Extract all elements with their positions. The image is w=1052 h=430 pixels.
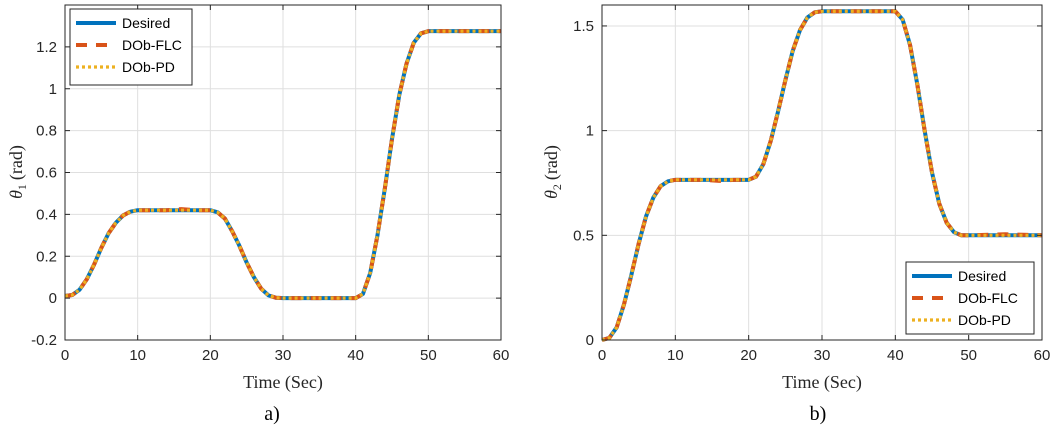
x-ticks: 0 10 20 30 40 50 60 <box>61 5 510 364</box>
y-tick-label: 1.2 <box>36 39 57 56</box>
legend-label: DOb-PD <box>122 59 175 75</box>
y-axis-label: θ1 (rad) <box>6 145 29 199</box>
panel-caption: b) <box>810 403 827 425</box>
y-tick-label: 1 <box>586 123 594 140</box>
x-tick-label: 60 <box>493 347 510 364</box>
x-tick-label: 20 <box>202 347 219 364</box>
x-tick-label: 40 <box>347 347 364 364</box>
y-tick-label: 0.2 <box>36 248 57 265</box>
y-tick-label: 1 <box>49 81 57 98</box>
y-axis-label: θ2 (rad) <box>541 145 564 199</box>
y-tick-label: 1.5 <box>573 18 594 35</box>
chart-panel-a: 0 10 20 30 40 50 60 -0.200.20.40.60.811.2 Time… <box>6 4 510 425</box>
x-tick-label: 20 <box>740 347 757 364</box>
x-tick-label: 50 <box>420 347 437 364</box>
y-axis-label-subscript: 2 <box>550 184 564 190</box>
series-lines <box>64 29 501 301</box>
legend-label: DOb-PD <box>958 312 1011 328</box>
x-tick-label: 30 <box>814 347 831 364</box>
chart-panel-b: 0 10 20 30 40 50 60 0 0.5 1 1.5 Time (Sec) θ2 (rad… <box>541 4 1051 425</box>
x-axis-label: Time (Sec) <box>782 372 862 393</box>
y-axis-label-unit: (rad) <box>541 145 562 180</box>
x-tick-label: 60 <box>1034 347 1051 364</box>
x-tick-label: 0 <box>598 347 606 364</box>
x-ticks: 0 10 20 30 40 50 60 <box>598 5 1051 364</box>
legend-label: DOb-FLC <box>122 37 182 53</box>
y-axis-label-symbol: θ <box>6 190 26 199</box>
y-ticks: 0 0.5 1 1.5 <box>573 18 1042 349</box>
y-axis-label-subscript: 1 <box>15 184 29 190</box>
y-axis-label-unit: (rad) <box>6 145 27 180</box>
y-ticks: -0.2 0 0.2 0.4 0.6 0.8 1 1.2 <box>31 39 501 349</box>
y-tick-label: 0.6 <box>36 165 57 182</box>
legend-label: Desired <box>122 15 170 31</box>
legend: Desired DOb-FLC DOb-PD <box>905 261 1035 335</box>
y-tick-label: 0.4 <box>36 206 57 223</box>
series-line-dob-pd <box>64 29 501 300</box>
x-tick-label: 10 <box>667 347 684 364</box>
series-line-dob-pd <box>601 9 1042 342</box>
x-tick-label: 10 <box>129 347 146 364</box>
legend: Desired DOb-FLC DOb-PD <box>69 8 193 86</box>
legend-label: Desired <box>958 268 1006 284</box>
series-lines <box>601 9 1043 342</box>
x-tick-label: 40 <box>887 347 904 364</box>
x-axis-label: Time (Sec) <box>243 372 323 393</box>
x-tick-label: 30 <box>275 347 292 364</box>
y-tick-label: 0.5 <box>573 227 594 244</box>
panel-caption: a) <box>264 403 280 425</box>
y-tick-label: 0 <box>49 290 57 307</box>
x-tick-label: 50 <box>960 347 977 364</box>
legend-label: DOb-FLC <box>958 290 1018 306</box>
y-tick-label: 0 <box>586 332 594 349</box>
y-axis-label-symbol: θ <box>541 190 561 199</box>
y-tick-label: -0.2 <box>31 332 57 349</box>
y-tick-label: 0.8 <box>36 123 57 140</box>
x-tick-label: 0 <box>61 347 69 364</box>
